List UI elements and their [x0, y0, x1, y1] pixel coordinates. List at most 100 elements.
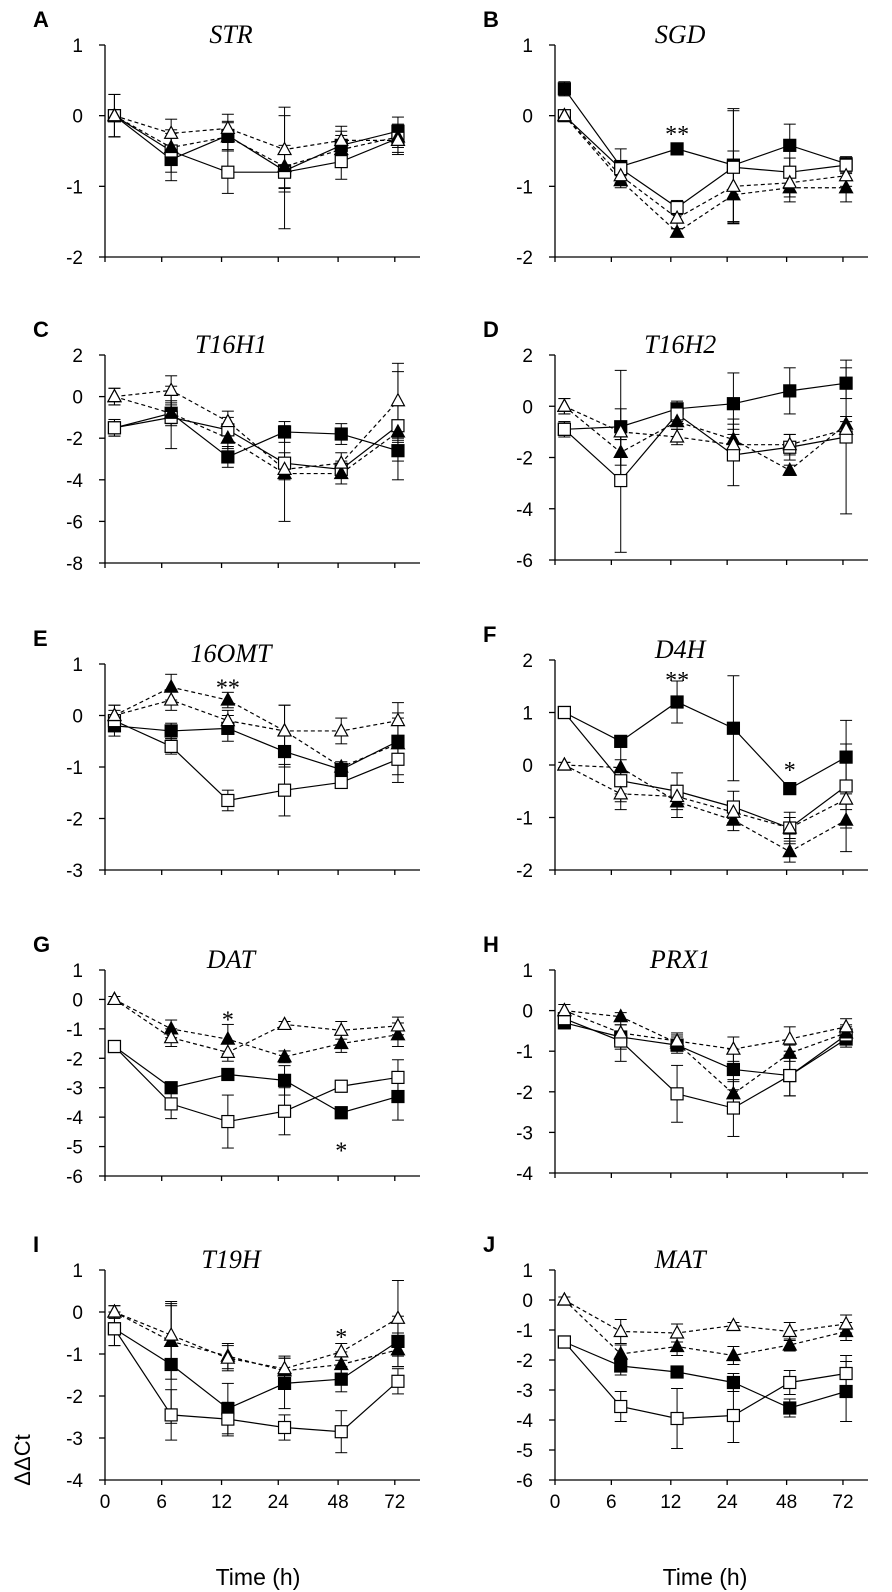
panel-g-y-tick-label: -2 [66, 1049, 83, 1070]
panel-b-title: SGD [655, 20, 706, 49]
panel-c-open-triangle-marker [390, 392, 406, 407]
panel-j-open-square-marker [783, 1375, 797, 1390]
panel-i-x-tick-label: 0 [100, 1492, 111, 1513]
panel-b-series-filled-triangle-line [563, 115, 847, 234]
panel-j-open-triangle-marker [725, 1317, 741, 1332]
panel-g-open-triangle-marker [220, 1044, 236, 1059]
panel-i-y-tick-label: -3 [66, 1429, 83, 1450]
panel-i-y-tick-label: 0 [72, 1303, 83, 1324]
panel-e-letter: E [33, 626, 48, 651]
panel-c-open-triangle-marker [277, 461, 293, 475]
panel-j-filled-square-marker [670, 1365, 684, 1379]
panel-c-filled-triangle-marker [390, 423, 406, 438]
panel-j-filled-square-marker [783, 1401, 797, 1415]
panel-a-series-open-square-line [114, 115, 399, 173]
panel-a-filled-triangle-marker [333, 141, 349, 156]
panel-i-filled-square-marker [277, 1376, 292, 1391]
panel-g-significance: * [335, 1139, 347, 1165]
panel-i-title: T19H [201, 1245, 261, 1274]
panel-i-open-triangle-marker [106, 1303, 122, 1318]
panel-j-y-tick-label: 1 [522, 1261, 533, 1282]
panel-i-series-filled-triangle-line [114, 1311, 399, 1372]
panel-a-open-triangle-marker [390, 132, 406, 146]
panel-c-series-open-triangle-line [114, 389, 399, 471]
panel-d-y-tick-label: -2 [516, 449, 533, 470]
panel-j-y-tick-label: -5 [516, 1441, 533, 1462]
panel-j-y-tick-label: -1 [516, 1321, 533, 1342]
panel-j-series-open-triangle-line [564, 1299, 847, 1334]
panel-a-open-triangle-marker [220, 120, 236, 134]
panel-j-open-triangle-marker [782, 1323, 798, 1338]
panel-a-y-tick-label: -2 [66, 248, 83, 269]
panel-j-open-square-marker [726, 1408, 741, 1423]
panel-g-series-filled-triangle-line [114, 998, 399, 1058]
panel-j-open-square-marker [614, 1399, 628, 1414]
panel-c-filled-square-marker [391, 444, 405, 458]
panel-b-open-triangle-marker [669, 209, 685, 224]
panel-h-y-tick-label: -2 [516, 1083, 533, 1104]
panel-j-letter: J [483, 1232, 495, 1257]
panel-i-filled-square-marker [164, 1357, 178, 1372]
panel-d-filled-triangle-marker [669, 413, 685, 428]
panel-i-x-tick-label: 12 [211, 1492, 232, 1513]
panel-g-filled-triangle-marker [390, 1026, 406, 1041]
panel-b-letter: B [483, 7, 499, 32]
panel-e-open-triangle-marker [106, 707, 122, 722]
x-axis-label-right: Time (h) [663, 1564, 748, 1590]
panel-h-series-filled-square-line [564, 1022, 847, 1077]
panel-d-y-tick-label: -6 [516, 551, 533, 572]
x-axis-label-left: Time (h) [216, 1564, 301, 1590]
panel-g-open-square-marker [277, 1104, 292, 1118]
panel-c-y-tick-label: -8 [66, 554, 83, 575]
panel-j-filled-triangle-marker [782, 1336, 798, 1351]
panel-b-significance: ** [665, 122, 689, 148]
panel-c-letter: C [33, 317, 49, 342]
panel-g-filled-triangle-marker [277, 1048, 293, 1063]
panel-i-open-triangle-marker [333, 1343, 349, 1358]
panel-a-open-triangle-marker [333, 132, 349, 146]
panel-h-series-filled-triangle-line [564, 1010, 847, 1095]
panel-g-series-filled-square-line [114, 1046, 399, 1114]
panel-f-filled-triangle-marker [725, 811, 741, 826]
panel-j-open-triangle-marker [669, 1324, 685, 1339]
panel-g-y-tick-label: -1 [66, 1020, 83, 1041]
panel-e-open-square-marker [221, 793, 235, 808]
panel-i-open-triangle-marker [220, 1349, 236, 1364]
panel-d-y-tick-label: 2 [522, 346, 533, 367]
panel-f-filled-square-marker [783, 782, 797, 796]
panel-h-filled-triangle-marker [725, 1085, 741, 1100]
panel-b-filled-triangle-marker [838, 179, 854, 194]
panel-g-filled-square-marker [277, 1073, 292, 1087]
panel-j-filled-triangle-marker [725, 1347, 741, 1362]
panel-c-series-filled-square-line [114, 412, 399, 458]
panel-f-filled-triangle-marker [613, 759, 629, 774]
panel-d-filled-triangle-marker [782, 462, 798, 476]
panel-d-y-tick-label: 0 [522, 397, 533, 418]
panel-h-open-triangle-marker [556, 1002, 572, 1017]
panel-f-filled-square-marker [614, 734, 628, 748]
panel-j-open-square-marker [839, 1366, 853, 1381]
panel-c-filled-triangle-marker [333, 465, 349, 480]
panel-c-series-filled-triangle-line [114, 396, 399, 475]
panel-h-open-triangle-marker [838, 1018, 854, 1033]
y-axis-label-left: ΔΔCt [10, 1434, 35, 1485]
panel-b-y-tick-label: 0 [522, 107, 533, 128]
panel-g-letter: G [33, 932, 50, 957]
panel-g-y-tick-label: -5 [66, 1138, 83, 1159]
panel-g-open-triangle-marker [277, 1016, 293, 1031]
panel-d-series-filled-triangle-line [564, 405, 847, 472]
panel-b-open-triangle-marker [725, 178, 741, 192]
panel-f-significance: ** [665, 668, 689, 694]
panel-g-open-triangle-marker [163, 1029, 179, 1044]
panel-g-series-open-triangle-line [114, 998, 398, 1054]
panel-i-open-square-marker [277, 1420, 292, 1435]
panel-g-y-tick-label: -3 [66, 1079, 83, 1100]
panel-c-filled-square-marker [277, 425, 292, 439]
panel-a-filled-triangle-marker [220, 128, 236, 143]
panel-j-open-square-marker [670, 1411, 684, 1426]
panel-a-title: STR [209, 20, 252, 49]
panel-a-open-triangle-marker [106, 107, 122, 122]
panel-g-filled-square-marker [221, 1067, 235, 1082]
panel-f-open-triangle-marker [556, 756, 572, 771]
panel-f-filled-triangle-marker [782, 843, 798, 858]
